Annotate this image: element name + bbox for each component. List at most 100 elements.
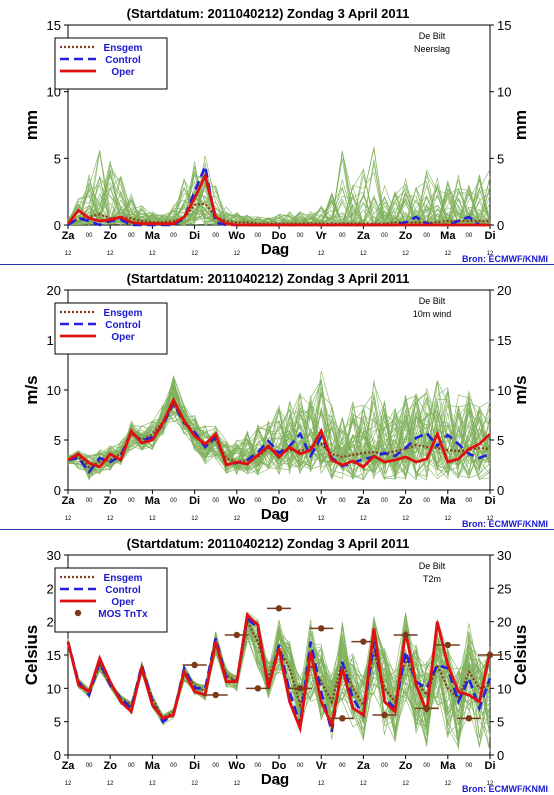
x-midnight-marker: 00 [128, 233, 135, 239]
x-hour-label: 12 [65, 251, 72, 257]
mos-tntx-point [233, 631, 240, 639]
mos-tntx-point [254, 685, 262, 692]
y-tick-label: 0 [54, 483, 61, 498]
x-hour-label: 12 [360, 251, 367, 257]
x-day-label: Za [62, 230, 76, 242]
legend-label-control: Control [105, 320, 141, 331]
x-midnight-marker: 00 [297, 233, 304, 239]
x-day-label: Do [272, 760, 287, 772]
x-midnight-marker: 00 [339, 233, 346, 239]
y-tick-label-right: 10 [497, 681, 511, 696]
mos-tntx-point [444, 641, 451, 649]
x-day-label: Zo [399, 760, 413, 772]
legend-label-ensgem: Ensgem [104, 573, 143, 584]
y-tick-label-right: 5 [497, 433, 504, 448]
x-midnight-marker: 00 [381, 763, 388, 769]
x-day-label: Wo [228, 495, 245, 507]
mos-tntx-point [465, 715, 473, 722]
x-midnight-marker: 00 [381, 233, 388, 239]
y-tick-label-right: 0 [497, 218, 504, 233]
x-day-label: Vr [316, 495, 328, 507]
x-day-label: Do [272, 495, 287, 507]
y-tick-label-right: 25 [497, 581, 511, 596]
x-day-label: Wo [228, 230, 245, 242]
legend-label-ensgem: Ensgem [104, 43, 143, 54]
legend-label-oper: Oper [111, 67, 134, 78]
x-midnight-marker: 00 [128, 763, 135, 769]
precipitation-panel: (Startdatum: 2011040212) Zondag 3 April … [22, 6, 548, 264]
y-tick-label-right: 5 [497, 715, 504, 730]
x-hour-label: 12 [191, 516, 198, 522]
mos-tntx-point [402, 631, 409, 639]
location-label: De Bilt [419, 31, 446, 41]
y-tick-label: 30 [47, 548, 61, 563]
x-day-label: Za [357, 495, 371, 507]
y-tick-label-right: 0 [497, 483, 504, 498]
x-day-label: Di [189, 495, 200, 507]
x-axis-label: Dag [261, 241, 289, 258]
x-hour-label: 12 [149, 781, 156, 787]
mos-tntx-point [381, 711, 388, 719]
x-midnight-marker: 00 [86, 498, 93, 504]
y-axis-label-right: m/s [511, 375, 530, 404]
panel-title: (Startdatum: 2011040212) Zondag 3 April … [127, 536, 410, 551]
y-tick-label: 0 [54, 748, 61, 763]
y-tick-label: 20 [47, 283, 61, 298]
y-axis-label-right: mm [511, 110, 530, 140]
x-midnight-marker: 00 [86, 763, 93, 769]
x-day-label: Vr [316, 230, 328, 242]
x-midnight-marker: 00 [339, 763, 346, 769]
source-label: Bron: ECMWF/KNMI [462, 784, 548, 794]
x-hour-label: 12 [360, 516, 367, 522]
x-axis-label: Dag [261, 771, 289, 788]
x-day-label: Ma [145, 230, 161, 242]
x-midnight-marker: 00 [170, 498, 177, 504]
y-tick-label-right: 20 [497, 283, 511, 298]
x-hour-label: 12 [402, 781, 409, 787]
x-hour-label: 12 [233, 781, 240, 787]
x-day-label: Do [272, 230, 287, 242]
wind-panel: (Startdatum: 2011040212) Zondag 3 April … [22, 271, 548, 529]
x-midnight-marker: 00 [86, 233, 93, 239]
y-tick-label-right: 30 [497, 548, 511, 563]
oper-line [66, 171, 490, 227]
mos-tntx-point [339, 715, 346, 722]
x-midnight-marker: 00 [255, 498, 262, 504]
x-axis-label: Dag [261, 506, 289, 523]
variable-label: 10m wind [413, 309, 452, 319]
x-day-label: Ma [440, 760, 456, 772]
control-line [66, 615, 492, 733]
source-label: Bron: ECMWF/KNMI [462, 254, 548, 264]
x-midnight-marker: 00 [128, 498, 135, 504]
x-midnight-marker: 00 [170, 233, 177, 239]
x-midnight-marker: 00 [381, 498, 388, 504]
x-day-label: Zo [103, 760, 117, 772]
y-axis-label-right: Celsius [511, 625, 530, 685]
y-tick-label-right: 10 [497, 383, 511, 398]
x-midnight-marker: 00 [170, 763, 177, 769]
ensemble-member-line [68, 385, 490, 475]
x-hour-label: 12 [444, 516, 451, 522]
y-tick-label-right: 0 [497, 748, 504, 763]
x-hour-label: 12 [149, 516, 156, 522]
mos-tntx-point [423, 705, 430, 712]
x-midnight-marker: 00 [297, 498, 304, 504]
legend-label-control: Control [105, 585, 141, 596]
x-midnight-marker: 00 [466, 233, 473, 239]
legend-label-mos: MOS TnTx [98, 609, 148, 620]
mos-tntx-point [191, 661, 198, 669]
y-tick-label: 0 [54, 218, 61, 233]
mos-tntx-point [360, 638, 367, 645]
x-day-label: Zo [103, 230, 117, 242]
variable-label: T2m [423, 574, 441, 584]
x-midnight-marker: 00 [212, 498, 219, 504]
x-hour-label: 12 [444, 251, 451, 257]
ensemble-member-line [68, 379, 490, 479]
x-day-label: Di [485, 495, 496, 507]
x-day-label: Di [189, 760, 200, 772]
